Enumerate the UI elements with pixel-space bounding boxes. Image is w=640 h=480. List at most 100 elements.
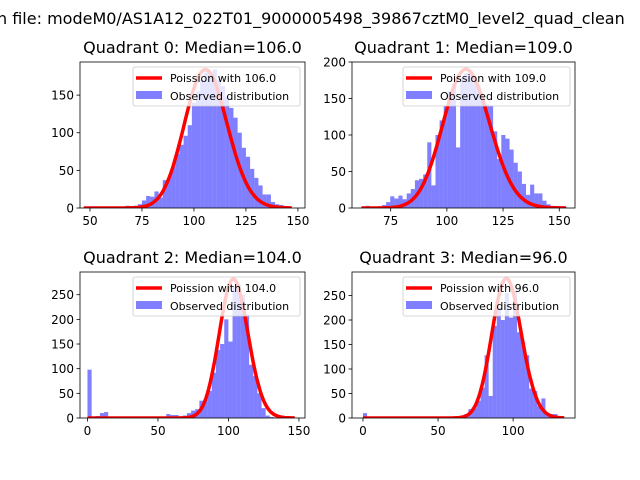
x-tick-label: 50 bbox=[430, 424, 445, 438]
histogram-bar bbox=[427, 142, 432, 208]
histogram-bar bbox=[228, 341, 233, 418]
subplot-title: Quadrant 2: Median=104.0 bbox=[83, 248, 302, 267]
histogram-bar bbox=[435, 135, 440, 208]
subplot-quadrant-3: 0 50 100 0 50 100 150 200 250 Quadrant 3: Median=… bbox=[323, 248, 576, 438]
histogram-bar bbox=[244, 314, 250, 418]
legend-bars-swatch bbox=[406, 91, 432, 99]
histogram-bar bbox=[451, 83, 457, 208]
histogram-bar bbox=[146, 195, 151, 208]
y-tick-label: 100 bbox=[51, 362, 74, 376]
histogram-bar bbox=[419, 178, 424, 208]
legend-bars-swatch bbox=[136, 301, 162, 309]
histogram-bar bbox=[386, 202, 391, 208]
histogram-bar bbox=[233, 117, 238, 208]
histogram-bar bbox=[166, 177, 172, 208]
poisson-curve bbox=[83, 67, 292, 208]
histogram-bar bbox=[261, 408, 266, 418]
histogram-bar bbox=[208, 74, 213, 208]
histogram-bar bbox=[196, 91, 201, 208]
histogram-bar bbox=[476, 400, 481, 418]
histogram-bar bbox=[542, 200, 547, 208]
legend-frame bbox=[132, 66, 301, 107]
histogram-bar bbox=[530, 184, 535, 208]
y-tick-label: 50 bbox=[59, 164, 74, 178]
y-tick-label: 50 bbox=[331, 165, 346, 179]
y-tick-label: 200 bbox=[51, 313, 74, 327]
x-tick-label: 100 bbox=[183, 214, 206, 228]
histogram-bar bbox=[141, 200, 147, 208]
legend-frame bbox=[132, 276, 301, 317]
histogram-bar bbox=[258, 185, 263, 208]
y-tick-label: 50 bbox=[331, 387, 346, 401]
figure-suptitle: n file: modeM0/AS1A12_022T01_9000005498_… bbox=[0, 9, 625, 29]
y-tick-label: 0 bbox=[66, 412, 74, 426]
histogram-bar bbox=[496, 307, 501, 418]
histogram-bar bbox=[220, 86, 226, 208]
histogram-bar bbox=[493, 131, 498, 208]
subplot-title: Quadrant 1: Median=109.0 bbox=[354, 38, 573, 57]
subplot-quadrant-1: 75 100 125 150 0 50 100 150 200 Quadrant 1: Media… bbox=[323, 38, 576, 228]
subplot-title: Quadrant 0: Median=106.0 bbox=[83, 38, 302, 57]
histogram-bar bbox=[229, 107, 234, 208]
histogram-bar bbox=[447, 91, 452, 208]
x-tick-label: 150 bbox=[287, 424, 310, 438]
histogram-bar bbox=[220, 344, 225, 418]
legend-bars-label: Observed distribution bbox=[170, 90, 289, 103]
subplot-quadrant-0: 50 75 100 125 150 0 50 100 150 Quadrant 0: Median… bbox=[51, 38, 309, 228]
histogram-bar bbox=[266, 194, 271, 208]
histogram-bar bbox=[517, 171, 522, 208]
histogram-bar bbox=[501, 135, 506, 208]
histogram-bar bbox=[171, 166, 176, 208]
y-tick-label: 250 bbox=[51, 288, 74, 302]
x-tick-label: 100 bbox=[435, 214, 458, 228]
histogram-bar bbox=[394, 198, 399, 208]
y-tick-label: 0 bbox=[338, 202, 346, 216]
subplot-title: Quadrant 3: Median=96.0 bbox=[359, 248, 567, 267]
histogram-bar bbox=[104, 412, 109, 418]
y-tick-label: 150 bbox=[323, 338, 346, 352]
histogram-bar bbox=[179, 144, 184, 208]
histogram-bar bbox=[538, 193, 543, 208]
y-tick-label: 250 bbox=[323, 289, 346, 303]
histogram-bar bbox=[509, 149, 514, 208]
x-tick-label: 75 bbox=[383, 214, 398, 228]
histogram-bar bbox=[203, 399, 208, 418]
axes-frame bbox=[351, 271, 576, 419]
histogram-bar bbox=[253, 376, 258, 418]
histogram-bar bbox=[269, 417, 274, 418]
histogram-bar bbox=[529, 388, 534, 418]
histogram-bar bbox=[362, 413, 368, 418]
legend-frame bbox=[402, 66, 571, 107]
histogram-bar bbox=[517, 332, 522, 418]
y-tick-label: 100 bbox=[323, 363, 346, 377]
histogram-bar bbox=[497, 159, 502, 208]
y-tick-label: 100 bbox=[323, 129, 346, 143]
histogram-bar bbox=[212, 69, 217, 208]
y-tick-label: 150 bbox=[51, 89, 74, 103]
histogram-bar bbox=[99, 413, 105, 418]
histogram-bar bbox=[488, 105, 494, 208]
x-tick-label: 150 bbox=[548, 214, 571, 228]
histogram-bar bbox=[480, 98, 485, 208]
histogram-bar bbox=[423, 174, 428, 208]
histogram-bar bbox=[537, 405, 542, 418]
legend: Poission with 104.0 Observed distribution bbox=[132, 276, 301, 317]
histogram-bar bbox=[211, 372, 216, 418]
histogram-bar bbox=[472, 80, 477, 208]
histogram-bar bbox=[191, 102, 197, 208]
axes-frame bbox=[79, 271, 306, 419]
histogram-bar bbox=[245, 156, 251, 208]
x-tick-label: 100 bbox=[217, 424, 240, 438]
x-tick-label: 0 bbox=[84, 424, 92, 438]
histogram-bar bbox=[500, 320, 505, 418]
x-tick-label: 75 bbox=[134, 214, 149, 228]
histogram-bar bbox=[533, 391, 538, 418]
subplot-quadrant-2: 0 50 100 150 0 50 100 150 200 250 Quadrant 2: Medi… bbox=[51, 248, 310, 438]
histogram-bar bbox=[472, 408, 477, 418]
histogram-bar bbox=[504, 293, 509, 418]
x-tick-label: 50 bbox=[82, 214, 97, 228]
histogram-bar bbox=[521, 342, 526, 418]
histogram-bar bbox=[249, 364, 254, 418]
plot-area bbox=[83, 67, 292, 208]
